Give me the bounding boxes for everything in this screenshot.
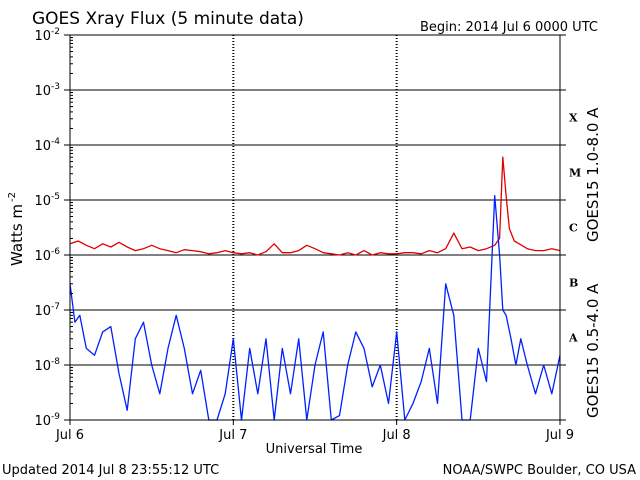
y-tick: 10-3 (34, 37, 566, 99)
series-line-0 (69, 156, 561, 256)
y-tick: 10-4 (34, 92, 566, 154)
flare-class-label: M (569, 167, 581, 180)
y-tick-label: 10-2 (34, 27, 60, 44)
chart-title: GOES Xray Flux (5 minute data) (32, 9, 304, 29)
grid (70, 35, 560, 420)
y-tick: 10-9 (34, 367, 566, 429)
y-tick-label: 10-5 (34, 192, 60, 209)
y-axis-label: Watts m -2 (7, 192, 26, 266)
svg-text:Watts m-2: Watts m -2 (7, 192, 26, 266)
x-tick: Jul 7 (218, 420, 247, 443)
x-tick-label: Jul 9 (545, 428, 574, 443)
y-tick: 10-8 (34, 312, 566, 374)
x-tick: Jul 9 (545, 420, 574, 443)
y-tick-label: 10-8 (34, 357, 60, 374)
x-axis: Jul 6 Jul 7 Jul 8 Jul 9 (55, 420, 574, 443)
updated-timestamp: Updated 2014 Jul 8 23:55:12 UTC (2, 463, 219, 478)
y-tick-label: 10-9 (34, 412, 60, 429)
y-tick: 10-7 (34, 257, 566, 319)
y-tick-label: 10-4 (34, 137, 60, 154)
x-axis-label: Universal Time (266, 442, 363, 457)
flare-class-label: C (569, 222, 578, 235)
y-axis-label-sup: -2 (7, 192, 18, 202)
y-tick: 10-5 (34, 147, 566, 209)
y-tick: 10-2 (34, 27, 566, 44)
flare-class-label: B (569, 277, 578, 290)
y-axis: 10-9 10-8 10-7 10-6 10-5 10-4 10-3 10-2 (34, 27, 566, 429)
plot-frame (69, 34, 561, 421)
y-axis-label-main: Watts m (8, 204, 26, 266)
x-tick-label: Jul 8 (382, 428, 411, 443)
source-credit: NOAA/SWPC Boulder, CO USA (443, 463, 636, 478)
flare-class-label: A (568, 332, 578, 345)
x-tick: Jul 6 (55, 420, 84, 443)
legend-series-long: GOES15 1.0-8.0 A (584, 107, 602, 242)
x-tick: Jul 8 (382, 420, 411, 443)
y-tick: 10-6 (34, 202, 566, 264)
series-layer (69, 156, 561, 421)
begin-label: Begin: 2014 Jul 6 0000 UTC (420, 20, 598, 35)
y-tick-label: 10-6 (34, 247, 60, 264)
y-tick-label: 10-3 (34, 82, 60, 99)
series-line-1 (69, 194, 561, 421)
legend-series-short: GOES15 0.5-4.0 A (584, 283, 602, 418)
y-tick-label: 10-7 (34, 302, 60, 319)
flare-class-labels: X M C B A (568, 112, 581, 345)
x-tick-label: Jul 6 (55, 428, 84, 443)
flare-class-label: X (569, 112, 578, 125)
x-tick-label: Jul 7 (218, 428, 247, 443)
